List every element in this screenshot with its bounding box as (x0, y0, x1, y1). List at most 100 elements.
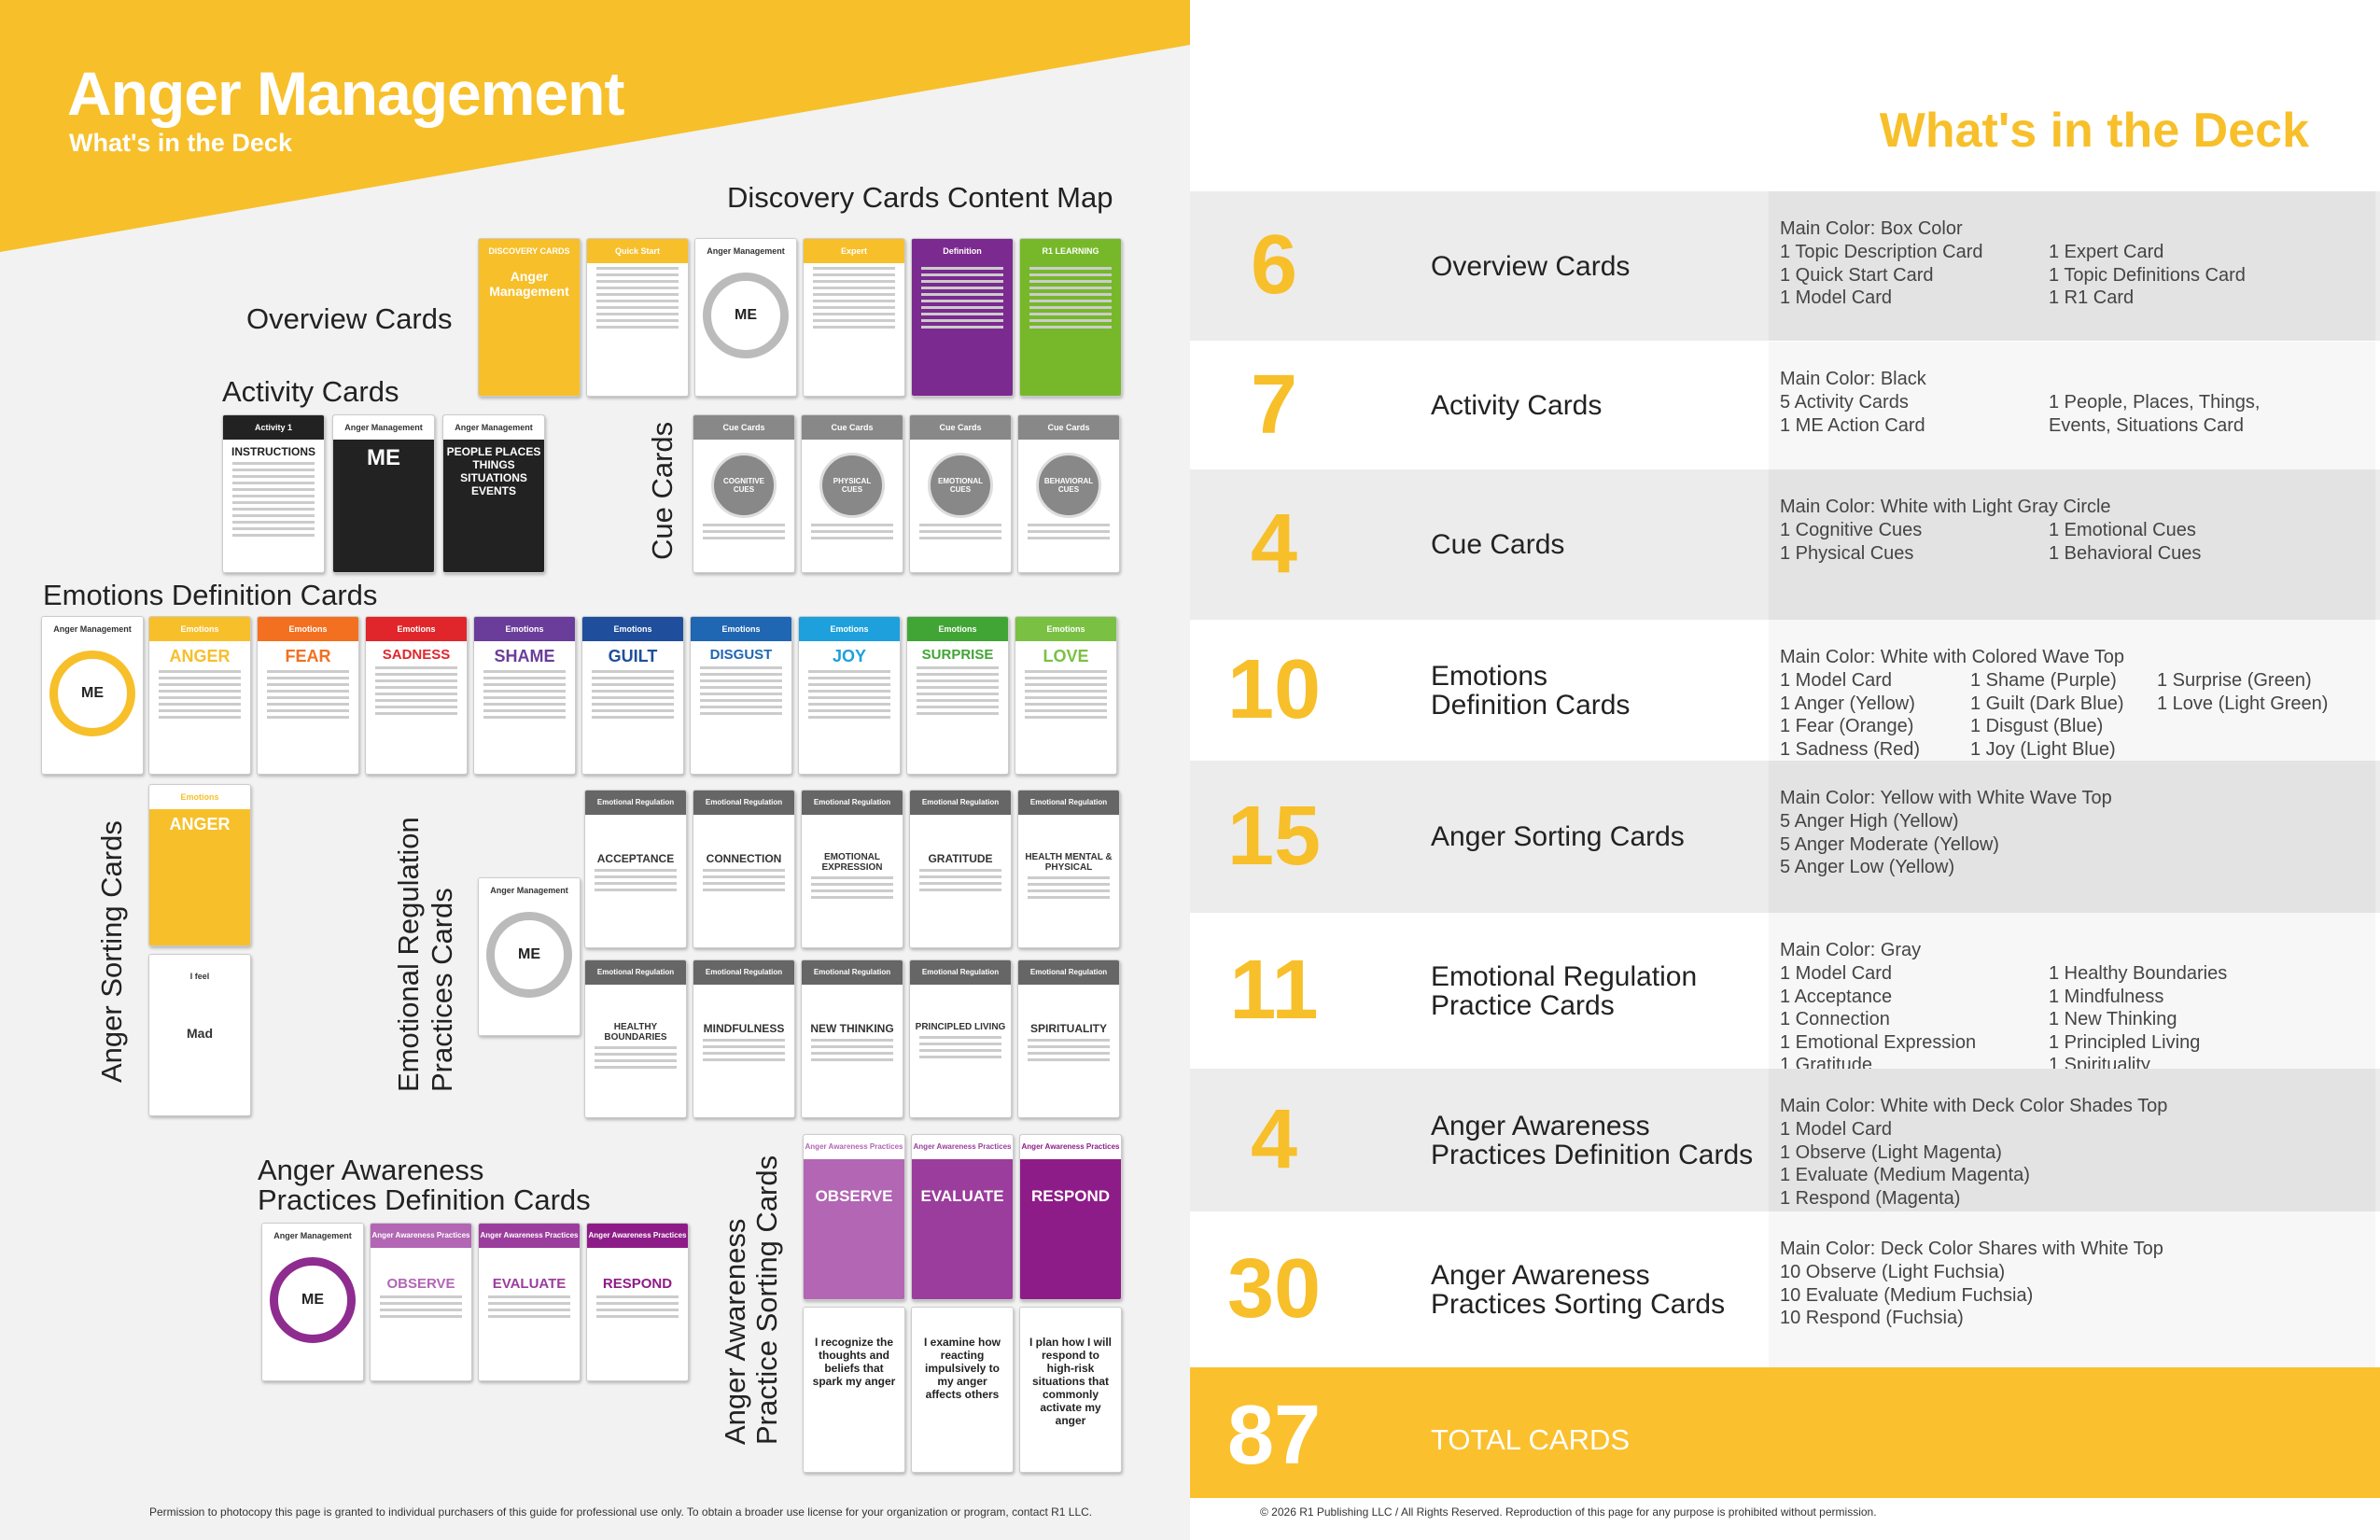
regulation-card: Emotional Regulation Practices EMOTIONAL … (801, 790, 903, 948)
detail-item: 1 Connection (1780, 1009, 1890, 1029)
detail-item: 1 Model Card (1780, 670, 1893, 691)
card-text-line (703, 1058, 785, 1061)
card-text-line (919, 1056, 1001, 1058)
detail-item: 1 Quick Start Card (1780, 264, 1934, 286)
card-header: R1 LEARNING (1020, 239, 1121, 263)
deck-row: 11 Emotional Regulation Practice Cards Main… (1190, 913, 2380, 1099)
card-text-line (232, 495, 315, 497)
detail-item: 1 Model Card (1780, 963, 1893, 984)
detail-item: 1 Fear (Orange) (1780, 716, 1914, 736)
main-color: Main Color: Gray (1780, 940, 1922, 960)
card-text-line (380, 1295, 462, 1298)
card-header: Anger Management (262, 1224, 363, 1248)
card-header: Cue Cards (802, 415, 903, 440)
card-text-line (1028, 896, 1110, 899)
cue-circle: COGNITIVE CUES (711, 453, 777, 518)
card-text-line (917, 686, 999, 689)
card-text-line (267, 709, 349, 712)
card-text-line (596, 1302, 679, 1305)
detail-item: 1 Joy (Light Blue) (1970, 738, 2116, 760)
deck-row: 4 Anger Awareness Practices Definition Car… (1190, 1069, 2380, 1211)
overview-card: Definition (911, 238, 1014, 397)
card-text-line (917, 679, 999, 682)
awareness-sorting-card: Anger Awareness Practices RESPOND (1019, 1134, 1122, 1300)
card-text-line (483, 670, 566, 673)
card-text-line (917, 706, 999, 708)
card-text-line (917, 673, 999, 676)
card-text-line (595, 1066, 677, 1069)
awareness-model-card: Anger Management ME (261, 1223, 364, 1381)
cue-card: Cue Cards COGNITIVE CUES (693, 414, 795, 573)
card-header: Emotional Regulation Practices (693, 791, 794, 831)
card-text-line (375, 706, 457, 708)
card-header: Quick Start (587, 239, 688, 263)
card-text-line (380, 1309, 462, 1311)
category-line: Emotional Regulation (1431, 960, 1698, 992)
card-text-line (813, 300, 895, 302)
card-text-line (595, 869, 677, 872)
card-text-line (921, 313, 1003, 315)
card-header: Emotions (258, 617, 358, 641)
card-text-line (700, 686, 782, 689)
card-text-line (596, 293, 679, 296)
card-text-line (811, 889, 893, 892)
category-name: Anger Awareness Practices Definition Card… (1431, 1112, 1753, 1169)
card-header: Emotions (474, 617, 575, 641)
category-name: Cue Cards (1431, 530, 1564, 559)
card-text-line (592, 709, 674, 712)
card-title: ME (367, 445, 400, 470)
detail-item: 1 Emotional Expression (1780, 1031, 1977, 1053)
card-header: Emotional Regulation Practices (910, 960, 1011, 1001)
category-line: Overview Cards (1431, 250, 1631, 282)
card-header: Emotional Regulation Practices (802, 791, 903, 831)
category-line: Anger Awareness (1431, 1110, 1650, 1141)
card-text-line (483, 703, 566, 706)
card-details: Main Color: Gray 1 Model Card 1 Acceptance… (1769, 913, 2375, 1099)
card-text-line (703, 1039, 785, 1042)
card-header: Emotions (799, 617, 900, 641)
card-header: Emotions (582, 617, 683, 641)
card-details: Main Color: White with Colored Wave Top 1… (1769, 620, 2375, 761)
detail-item: 1 Surprise (Green) (2157, 670, 2312, 691)
card-details: Main Color: White with Light Gray Circle… (1769, 469, 2375, 620)
card-header: Cue Cards (910, 415, 1011, 440)
category-name: Anger Sorting Cards (1431, 822, 1685, 851)
total-count: 87 (1226, 1389, 1322, 1482)
card-title: SURPRISE (921, 647, 994, 663)
detail-item: 1 Guilt (Dark Blue) (1970, 693, 2124, 714)
card-text-line (811, 896, 893, 899)
card-count: 11 (1229, 943, 1319, 1037)
card-text-line (1029, 287, 1112, 289)
card-text-line (1025, 696, 1107, 699)
card-text-line (700, 673, 782, 676)
regulation-label-text: Emotional Regulation Practices Cards (392, 817, 458, 1092)
emotions-model-card: Anger Management ME (41, 616, 144, 775)
anger-sorting-label: Anger Sorting Cards (95, 820, 128, 1083)
detail-item: 1 Model Card (1780, 287, 1893, 308)
awareness-definition-label-2: Practices Definition Cards (258, 1183, 591, 1216)
card-text-line (1029, 306, 1112, 309)
card-text-line (592, 703, 674, 706)
card-header: Expert (804, 239, 904, 263)
awareness-definition-card: Anger Awareness Practices EVALUATE (478, 1223, 581, 1381)
anger-sorting-card: Emotions ANGER (148, 784, 251, 946)
card-header: Anger Awareness Practices (479, 1224, 580, 1248)
card-text-line (596, 1295, 679, 1298)
card-text-line (159, 670, 241, 673)
card-text-line (921, 300, 1003, 302)
card-title: HEALTHY BOUNDARIES (604, 1022, 667, 1043)
deck-row: 30 Anger Awareness Practices Sorting Cards… (1190, 1211, 2380, 1367)
card-text-line (232, 482, 315, 484)
card-text-line (813, 293, 895, 296)
card-text-line (488, 1295, 570, 1298)
awareness-sorting-card: Anger Awareness Practices OBSERVE (803, 1134, 905, 1300)
card-text-line (596, 313, 679, 315)
category-name: Anger Awareness Practices Sorting Cards (1431, 1261, 1725, 1319)
card-count: 30 (1226, 1241, 1322, 1336)
card-header: Anger Awareness Practices (371, 1224, 471, 1248)
card-text-line (375, 679, 457, 682)
overview-card: DISCOVERY CARDS Anger Management (478, 238, 581, 397)
card-text-line (703, 1045, 785, 1048)
regulation-card: Emotional Regulation Practices SPIRITUALI… (1017, 959, 1120, 1118)
card-title: I examine how reacting impulsively to my… (923, 1336, 1001, 1401)
